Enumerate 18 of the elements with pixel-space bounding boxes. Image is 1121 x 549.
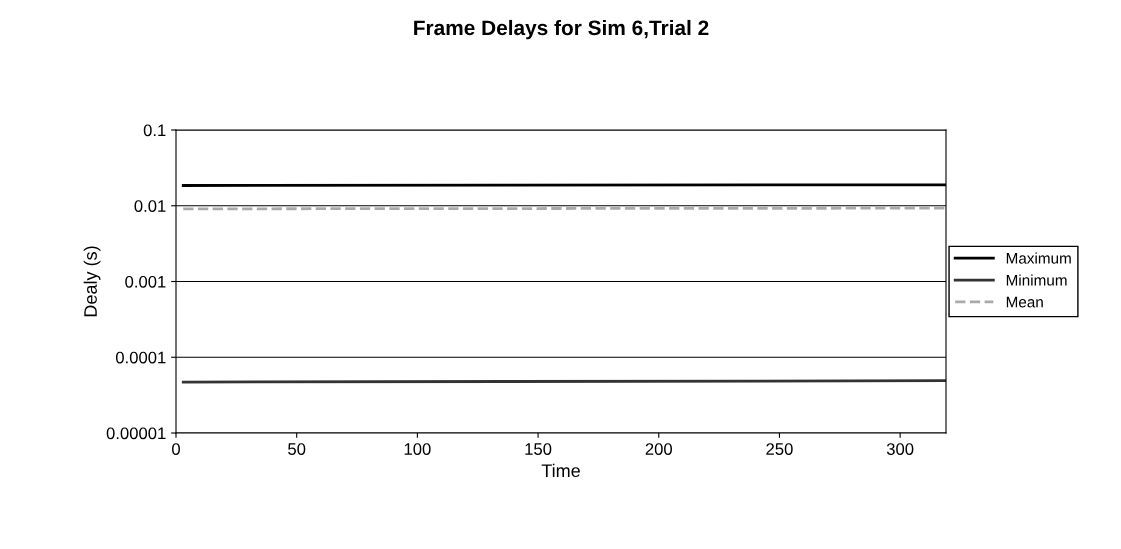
y-tick-label: 0.001 xyxy=(125,275,166,288)
x-tick-label: 300 xyxy=(886,443,914,455)
legend-label: Mean xyxy=(1006,296,1043,308)
legend-label: Maximum xyxy=(1006,252,1071,264)
x-tick-label: 200 xyxy=(645,443,673,455)
y-axis-title: Dealy (s) xyxy=(83,246,101,317)
chart-title: Frame Delays for Sim 6,Trial 2 xyxy=(414,19,709,40)
x-axis-title: Time xyxy=(541,463,580,478)
y-tick-label: 0.00001 xyxy=(106,427,166,440)
x-tick-label: 150 xyxy=(525,443,552,455)
y-tick-label: 0.0001 xyxy=(115,351,166,364)
y-tick-label: 0.01 xyxy=(134,200,166,212)
x-tick-label: 0 xyxy=(172,443,180,455)
y-tick-label: 0.1 xyxy=(143,124,166,137)
legend-label: Minimum xyxy=(1006,274,1067,286)
x-tick-label: 50 xyxy=(288,443,306,455)
x-tick-label: 250 xyxy=(766,443,793,455)
x-tick-label: 100 xyxy=(404,443,431,455)
